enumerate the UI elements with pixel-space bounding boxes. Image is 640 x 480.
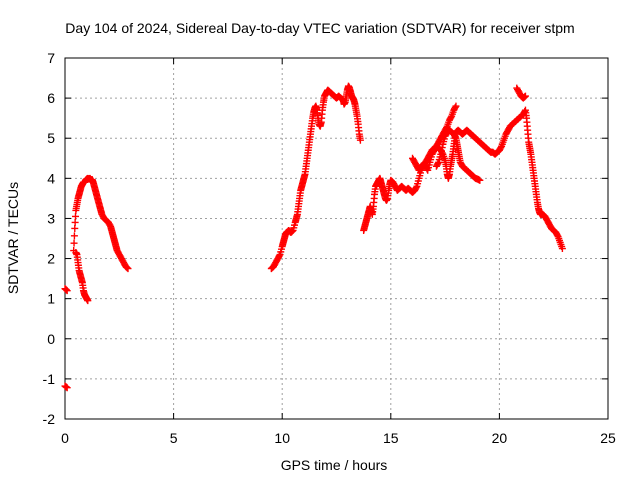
x-tick-label: 25 xyxy=(600,430,616,446)
data-point xyxy=(447,113,455,121)
plot-frame xyxy=(64,57,609,420)
data-point xyxy=(124,265,132,273)
x-tick-label: 5 xyxy=(170,430,178,446)
y-tick-label: 3 xyxy=(47,210,55,226)
data-point xyxy=(275,252,283,260)
data-point xyxy=(434,160,442,168)
x-tick-label: 15 xyxy=(383,430,399,446)
chart-title: Day 104 of 2024, Sidereal Day-to-day VTE… xyxy=(65,20,574,36)
data-point xyxy=(63,287,71,295)
data-point xyxy=(451,103,459,111)
data-point xyxy=(71,218,79,226)
data-point xyxy=(70,232,78,240)
y-axis-label: SDTVAR / TECUs xyxy=(5,182,21,294)
data-point xyxy=(553,231,561,239)
data-point xyxy=(476,176,484,184)
y-tick-label: 6 xyxy=(47,90,55,106)
data-series xyxy=(61,82,566,392)
data-point xyxy=(423,165,431,173)
data-point xyxy=(71,224,79,232)
x-tick-label: 20 xyxy=(492,430,508,446)
y-tick-label: 0 xyxy=(47,331,55,347)
data-point xyxy=(71,212,79,220)
data-point xyxy=(70,239,78,247)
x-tick-label: 10 xyxy=(274,430,290,446)
data-point xyxy=(558,245,566,253)
axis-ticks: 0 5 10 15 20 25 -2 -1 0 1 2 3 4 5 6 7 xyxy=(43,50,616,446)
y-tick-label: -1 xyxy=(43,371,56,387)
data-point xyxy=(497,144,505,152)
data-point xyxy=(412,184,420,192)
data-point xyxy=(451,133,459,141)
data-point xyxy=(63,384,71,392)
data-point xyxy=(452,102,460,110)
y-tick-label: 7 xyxy=(47,50,55,66)
gridlines xyxy=(65,58,608,419)
y-tick-label: 2 xyxy=(47,251,55,267)
y-tick-label: 4 xyxy=(47,170,55,186)
y-tick-label: -2 xyxy=(43,411,56,427)
x-tick-label: 0 xyxy=(61,430,69,446)
data-point xyxy=(437,147,445,155)
data-point xyxy=(437,150,445,158)
data-point xyxy=(84,297,92,305)
data-point xyxy=(521,107,529,115)
data-point xyxy=(521,92,529,100)
data-point xyxy=(438,144,446,152)
data-point xyxy=(356,136,364,144)
y-tick-label: 5 xyxy=(47,130,55,146)
x-axis-label: GPS time / hours xyxy=(281,457,388,473)
y-tick-label: 1 xyxy=(47,291,55,307)
series-sdtvar xyxy=(61,82,566,392)
